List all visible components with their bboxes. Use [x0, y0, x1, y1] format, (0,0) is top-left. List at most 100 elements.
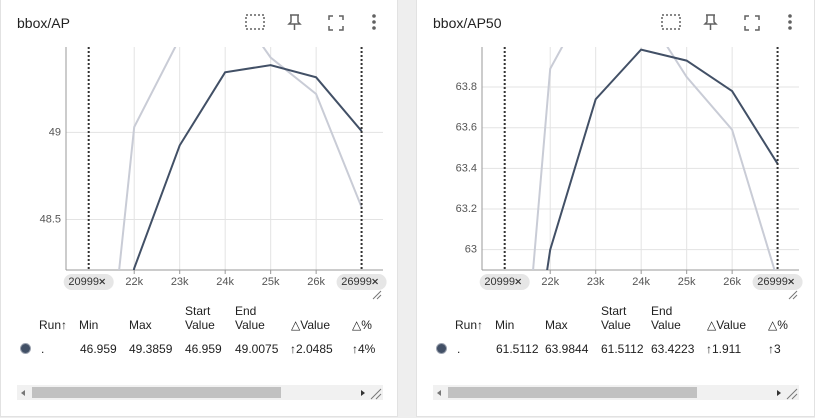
- scroll-left[interactable]: [21, 390, 25, 396]
- pin-icon[interactable]: [287, 14, 302, 30]
- column-header[interactable]: △%: [768, 304, 799, 332]
- table-cell: ↑2.0485: [290, 342, 333, 356]
- remove-icon: [99, 278, 106, 285]
- dot: [788, 20, 792, 24]
- data-table: Run↑ Min Max Start Value End Value △Value △%. 4…: [1, 0, 383, 380]
- card-title: bbox/AP50: [433, 15, 502, 31]
- column-header[interactable]: △Value: [707, 304, 767, 332]
- series-line: [132, 64, 363, 270]
- x-tick-label: 24k: [216, 276, 234, 288]
- header-text: End Value: [235, 304, 265, 332]
- fullscreen-icon[interactable]: [744, 15, 760, 31]
- column-header[interactable]: Start Value: [601, 304, 646, 332]
- fullscreen-icon[interactable]: [328, 15, 344, 31]
- column-header[interactable]: △Value: [291, 304, 351, 332]
- column-header[interactable]: End Value: [235, 304, 285, 332]
- header-text: Run↑: [455, 318, 484, 332]
- table-cell: .: [457, 342, 461, 356]
- table-cell: 63.4223: [651, 342, 695, 356]
- header-text: Max: [129, 318, 152, 332]
- range-marker[interactable]: 20999: [63, 274, 114, 290]
- scroll-thumb[interactable]: [32, 387, 281, 398]
- table-cell: 46.959: [80, 342, 117, 356]
- dot: [372, 14, 376, 18]
- range-marker[interactable]: 26999: [336, 274, 387, 290]
- dot: [788, 14, 792, 18]
- toolbar: [245, 14, 376, 31]
- table-cell: 61.5112: [601, 342, 644, 356]
- dot: [372, 20, 376, 24]
- range-marker[interactable]: 26999: [752, 274, 803, 290]
- y-tick-label: 63.8: [456, 81, 477, 93]
- column-header[interactable]: Max: [129, 304, 179, 332]
- x-tick-label: 26k: [723, 276, 741, 288]
- run-color: [436, 343, 447, 354]
- range-label: 26999: [341, 276, 372, 288]
- scroll-right[interactable]: [777, 390, 781, 396]
- remove-icon: [788, 278, 795, 285]
- scroll-thumb[interactable]: [448, 387, 697, 398]
- x-tick-label: 22k: [125, 276, 143, 288]
- chart-card: bbox/AP50 63 63.2 63.4 63.6 63.8 22k 23k 24k 25k 2…: [416, 0, 815, 417]
- scroll-right[interactable]: [361, 390, 365, 396]
- column-header[interactable]: End Value: [651, 304, 701, 332]
- resize-grip: [372, 290, 382, 300]
- resize-grip: [788, 290, 798, 300]
- header-text: Min: [495, 318, 515, 332]
- series-line: [118, 47, 363, 270]
- header-text: Start Value: [601, 304, 631, 332]
- chart: 48.5 49 22k 23k 24k 25k 26k 20999 26999: [40, 14, 387, 300]
- table-cell: ↑4%: [352, 342, 376, 356]
- header-text: △Value: [707, 318, 747, 332]
- column-header[interactable]: Max: [545, 304, 595, 332]
- table-cell: ↑1.911: [706, 342, 742, 356]
- column-header[interactable]: Min: [79, 304, 119, 332]
- remove-icon: [515, 278, 522, 285]
- scrollbar: [433, 385, 799, 400]
- table-cell: ↑3: [768, 342, 781, 356]
- y-tick-label: 63.2: [456, 203, 477, 215]
- series-line: [546, 48, 779, 270]
- y-tick-label: 63: [465, 244, 477, 256]
- x-tick-label: 23k: [171, 276, 189, 288]
- column-header[interactable]: Run↑: [455, 304, 495, 332]
- x-tick-label: 26k: [307, 276, 325, 288]
- range-marker[interactable]: 20999: [479, 274, 530, 290]
- header-text: Max: [545, 318, 568, 332]
- column-header[interactable]: △%: [352, 304, 383, 332]
- column-header[interactable]: Start Value: [185, 304, 230, 332]
- toolbar: [661, 14, 792, 31]
- range-label: 26999: [757, 276, 788, 288]
- select-icon[interactable]: [661, 14, 681, 30]
- resize-grip: [786, 388, 798, 400]
- header-text: Start Value: [185, 304, 215, 332]
- y-tick-label: 63.6: [456, 122, 477, 134]
- dot: [788, 26, 792, 30]
- header-text: △%: [352, 318, 372, 332]
- more-icon[interactable]: [788, 14, 792, 30]
- column-header[interactable]: Min: [495, 304, 535, 332]
- y-tick-label: 48.5: [40, 213, 61, 225]
- range-pill: [752, 274, 803, 290]
- header-text: End Value: [651, 304, 681, 332]
- header-text: Run↑: [39, 318, 68, 332]
- scroll-left[interactable]: [437, 390, 441, 396]
- x-tick-label: 24k: [632, 276, 650, 288]
- resize-grip: [370, 388, 382, 400]
- range-label: 20999: [484, 276, 515, 288]
- card-title: bbox/AP: [17, 15, 70, 31]
- table-cell: 63.9844: [545, 342, 589, 356]
- range-pill: [479, 274, 530, 290]
- select-icon[interactable]: [245, 14, 265, 30]
- pin-icon[interactable]: [703, 14, 718, 30]
- column-header[interactable]: Run↑: [39, 304, 79, 332]
- table-cell: 49.3859: [129, 342, 173, 356]
- chart-card: bbox/AP 48.5 49 22k 23k 24k 25k 26k 20999 26999 Ru…: [0, 0, 398, 417]
- more-icon[interactable]: [372, 14, 376, 30]
- table-cell: 49.0075: [235, 342, 279, 356]
- table-cell: .: [41, 342, 45, 356]
- dot: [372, 26, 376, 30]
- table-cell: 61.5112: [496, 342, 539, 356]
- x-tick-label: 23k: [587, 276, 605, 288]
